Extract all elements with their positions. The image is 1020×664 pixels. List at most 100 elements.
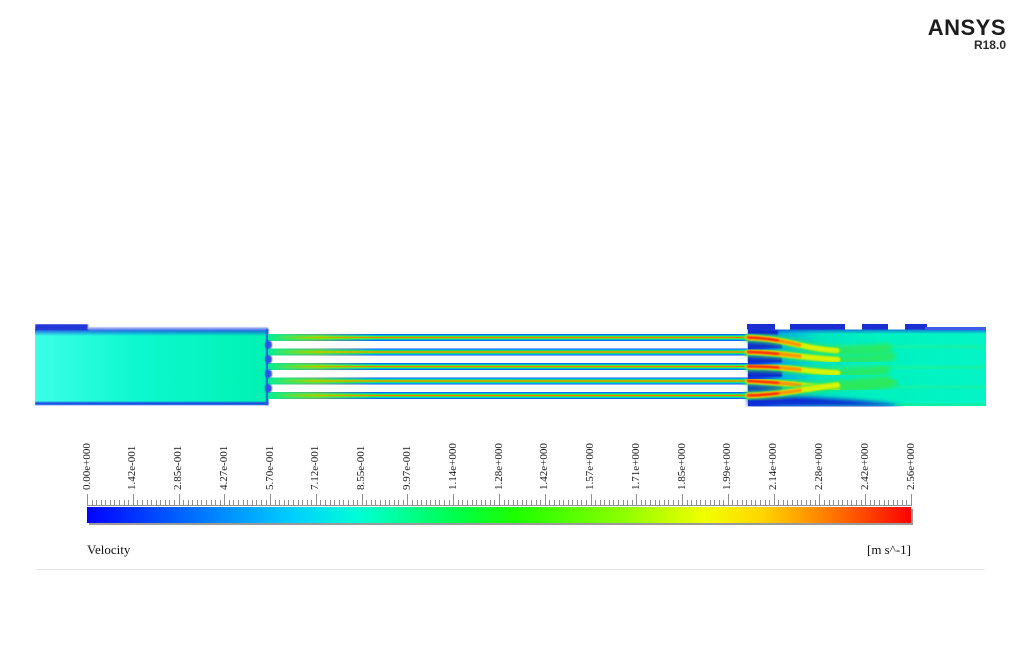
colorbar-tick-label: 9.97e-001 [400,445,413,490]
minor-tick-mark [668,500,670,505]
minor-tick-mark [329,500,331,505]
velocity-contour-plot [35,324,986,406]
minor-tick-mark [425,500,427,505]
minor-tick-mark [137,500,139,505]
colorbar-tick-label: 1.85e+000 [675,443,688,490]
minor-tick-mark [412,500,414,505]
minor-tick-mark [512,500,514,505]
minor-tick-mark [705,500,706,505]
minor-tick-mark [219,500,221,505]
minor-tick-mark [897,500,899,505]
minor-tick-mark [508,500,510,505]
minor-tick-mark [874,500,876,505]
minor-tick-mark [856,500,858,505]
minor-tick-mark [434,500,436,505]
minor-tick-mark [732,500,734,505]
minor-tick-mark [485,500,487,505]
minor-tick-mark [439,500,441,505]
major-tick-mark [682,494,684,505]
minor-tick-mark [901,500,903,505]
minor-tick-mark [169,500,171,505]
minor-tick-mark [686,500,688,505]
minor-tick-mark [201,500,203,505]
minor-tick-mark [347,500,349,505]
minor-tick-mark [480,500,482,505]
minor-tick-mark [553,500,555,505]
colorbar-tick-label: 1.42e-001 [126,445,139,490]
minor-tick-mark [791,500,793,505]
minor-tick-mark [320,500,322,505]
colorbar-tick-label: 1.57e+000 [584,443,597,490]
minor-tick-mark [100,500,102,505]
legend-units: [m s^-1] [866,542,911,557]
minor-tick-mark [645,500,647,505]
channel-strip [268,363,748,370]
major-tick-mark [407,494,409,505]
minor-tick-mark [526,500,528,505]
minor-tick-mark [755,500,757,505]
inlet-plenum-region [35,324,269,405]
minor-tick-mark [769,500,771,505]
minor-tick-mark [892,500,894,505]
minor-tick-mark [233,500,235,505]
minor-tick-mark [96,500,98,505]
minor-tick-mark [389,500,391,505]
minor-tick-mark [306,500,308,505]
minor-tick-mark [119,500,121,505]
minor-tick-mark [297,500,299,505]
minor-tick-mark [357,500,359,505]
colorbar-tick-label: 1.42e+000 [538,443,551,490]
colorbar-tick-label: 2.56e+000 [904,443,917,490]
major-tick-mark [499,494,500,505]
major-tick-mark [453,494,455,505]
channel-strip [268,392,748,399]
minor-tick-mark [471,500,473,505]
channel-bank [265,334,748,399]
major-tick-mark [315,494,317,505]
plate-leading-edge [265,369,272,378]
minor-tick-mark [572,500,574,505]
minor-tick-mark [709,500,711,505]
colorbar-tick-label: 2.85e-001 [172,445,185,490]
minor-tick-mark [114,500,116,505]
minor-tick-mark [128,500,130,505]
minor-tick-mark [288,500,290,505]
minor-tick-mark [421,500,423,505]
minor-tick-mark [105,500,107,505]
minor-tick-mark [888,500,890,505]
colorbar-tick-label: 1.71e+000 [629,443,642,490]
minor-tick-mark [343,500,345,505]
minor-tick-mark [659,500,661,505]
colorbar-gradient [87,507,911,523]
channel-strip [268,377,748,385]
minor-tick-mark [842,500,844,505]
exit-jets [743,333,898,400]
minor-tick-mark [563,500,565,505]
minor-tick-mark [622,500,624,505]
minor-tick-mark [576,500,578,505]
ansys-version-text: R18.0 [973,38,1006,53]
minor-tick-mark [631,500,633,505]
minor-tick-mark [370,500,372,505]
colorbar-tick-label: 5.70e-001 [263,445,276,490]
minor-tick-mark [160,500,162,505]
minor-tick-mark [581,500,583,505]
minor-tick-mark [164,500,166,505]
minor-tick-mark [238,500,240,505]
minor-tick-mark [759,500,761,505]
minor-tick-mark [540,500,542,505]
top-wall [35,324,88,330]
minor-tick-mark [151,500,153,505]
minor-tick-mark [585,500,587,505]
minor-tick-mark [256,500,258,505]
major-tick-mark [361,494,363,505]
minor-tick-mark [650,500,652,505]
minor-tick-mark [293,500,294,505]
minor-tick-mark [489,500,491,505]
minor-tick-mark [338,500,340,505]
major-tick-mark [819,494,821,505]
minor-tick-mark [215,500,217,505]
minor-tick-mark [109,500,111,505]
minor-tick-mark [654,500,656,505]
minor-tick-mark [796,500,798,505]
